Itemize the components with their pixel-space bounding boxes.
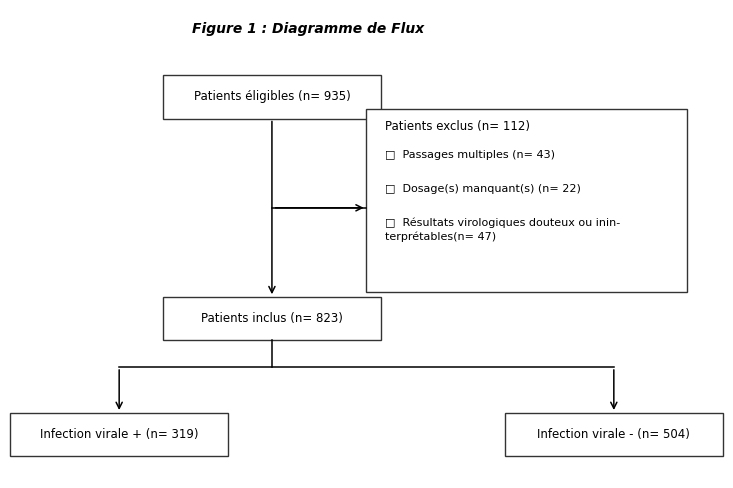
Text: □  Dosage(s) manquant(s) (n= 22): □ Dosage(s) manquant(s) (n= 22) — [385, 183, 581, 194]
FancyBboxPatch shape — [163, 297, 381, 341]
Text: Figure 1 : Diagramme de Flux: Figure 1 : Diagramme de Flux — [192, 22, 424, 36]
Text: Patients exclus (n= 112): Patients exclus (n= 112) — [385, 120, 530, 133]
FancyBboxPatch shape — [505, 413, 723, 456]
Text: Infection virale - (n= 504): Infection virale - (n= 504) — [537, 428, 690, 441]
Text: Patients éligibles (n= 935): Patients éligibles (n= 935) — [194, 90, 350, 103]
FancyBboxPatch shape — [163, 75, 381, 119]
Text: Patients inclus (n= 823): Patients inclus (n= 823) — [201, 312, 343, 325]
Text: □  Passages multiples (n= 43): □ Passages multiples (n= 43) — [385, 150, 555, 160]
Text: Infection virale + (n= 319): Infection virale + (n= 319) — [40, 428, 199, 441]
FancyBboxPatch shape — [10, 413, 228, 456]
FancyBboxPatch shape — [366, 109, 687, 292]
Text: □  Résultats virologiques douteux ou inin-
terprétables(n= 47): □ Résultats virologiques douteux ou inin… — [385, 218, 620, 242]
